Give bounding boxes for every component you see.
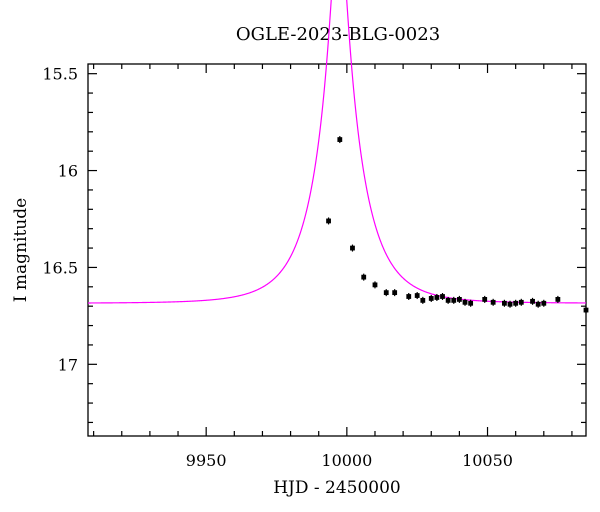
data-point	[513, 300, 519, 306]
axis-ticks	[88, 64, 586, 436]
y-tick-label: 15.5	[42, 65, 78, 84]
data-point	[451, 297, 457, 303]
chart-title: OGLE-2023-BLG-0023	[236, 24, 440, 45]
tick-labels: 9950 10000 10050 15.5 16 16.5 17	[42, 65, 513, 470]
data-point	[468, 300, 474, 306]
data-point	[555, 297, 561, 302]
data-point	[490, 299, 496, 305]
data-point	[350, 245, 355, 251]
data-point	[337, 137, 343, 142]
y-tick-label: 17	[58, 355, 78, 374]
data-point	[406, 294, 412, 299]
data-point	[535, 301, 541, 307]
data-point	[361, 274, 367, 280]
data-point	[462, 299, 468, 305]
y-axis-label: I magnitude	[11, 198, 31, 302]
data-point	[440, 294, 445, 299]
y-tick-label: 16.5	[42, 258, 78, 277]
data-points	[326, 136, 589, 314]
data-point	[392, 290, 398, 296]
data-point	[326, 218, 331, 224]
data-point	[583, 307, 589, 313]
data-point	[428, 296, 434, 301]
data-point	[434, 295, 440, 300]
x-tick-label: 9950	[186, 451, 227, 470]
data-point	[518, 299, 524, 305]
data-point	[414, 293, 420, 298]
plot-frame	[87, 63, 587, 437]
data-point	[420, 297, 426, 303]
data-point	[445, 297, 451, 303]
model-curve	[88, 0, 586, 304]
data-point	[507, 301, 513, 307]
data-point	[383, 290, 389, 296]
data-point	[530, 298, 535, 304]
data-point	[482, 297, 488, 302]
x-tick-label: 10050	[462, 451, 513, 470]
x-axis-label: HJD - 2450000	[273, 478, 401, 498]
x-tick-label: 10000	[321, 451, 372, 470]
data-point	[372, 282, 378, 288]
data-point	[541, 300, 547, 306]
y-tick-label: 16	[58, 162, 78, 181]
data-point	[456, 297, 462, 302]
data-point	[502, 300, 507, 306]
